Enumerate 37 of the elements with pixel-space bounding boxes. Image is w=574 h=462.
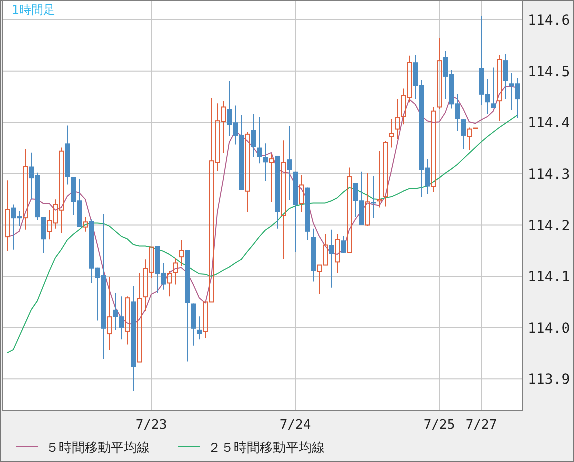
- x-tick-label: 7/25: [424, 418, 456, 433]
- candlestick: [5, 180, 10, 252]
- candlestick: [377, 150, 382, 208]
- y-tick-label: 114.3: [528, 166, 570, 183]
- candlestick: [23, 148, 28, 230]
- candlestick: [257, 116, 262, 164]
- x-tick-label: 7/27: [466, 418, 498, 433]
- candlestick: [281, 140, 286, 260]
- candlestick: [503, 54, 508, 100]
- candlestick: [491, 67, 496, 109]
- y-tick-label: 114.0: [528, 320, 570, 337]
- candlestick: [329, 229, 334, 288]
- candlestick: [107, 276, 112, 350]
- y-tick-label: 114.1: [528, 270, 570, 286]
- x-tick-label: 7/24: [280, 418, 312, 433]
- candlestick: [395, 98, 400, 140]
- y-tick-label: 113.9: [528, 372, 570, 388]
- y-tick-label: 114.5: [528, 64, 570, 80]
- candlestick: [287, 126, 292, 201]
- legend-label: ２５時間移動平均線: [208, 441, 325, 456]
- y-tick-label: 114.4: [528, 116, 570, 132]
- candlestick: [437, 38, 442, 110]
- candlestick: [197, 316, 202, 340]
- legend-label: ５時間移動平均線: [46, 441, 150, 456]
- x-tick-label: 7/23: [136, 418, 168, 433]
- y-tick-label: 114.6: [528, 13, 570, 30]
- candlestick: [179, 240, 184, 267]
- candlestick: [461, 119, 466, 150]
- line-series: [7, 114, 518, 354]
- y-tick-label: 114.2: [528, 218, 570, 234]
- candlestick: [299, 174, 304, 213]
- chart-title: 1時間足: [12, 3, 56, 17]
- candlestick: [341, 236, 346, 254]
- candlestick: [389, 118, 394, 148]
- candlestick: [371, 175, 376, 219]
- candlestick: [251, 114, 256, 158]
- candlestick: [263, 143, 268, 182]
